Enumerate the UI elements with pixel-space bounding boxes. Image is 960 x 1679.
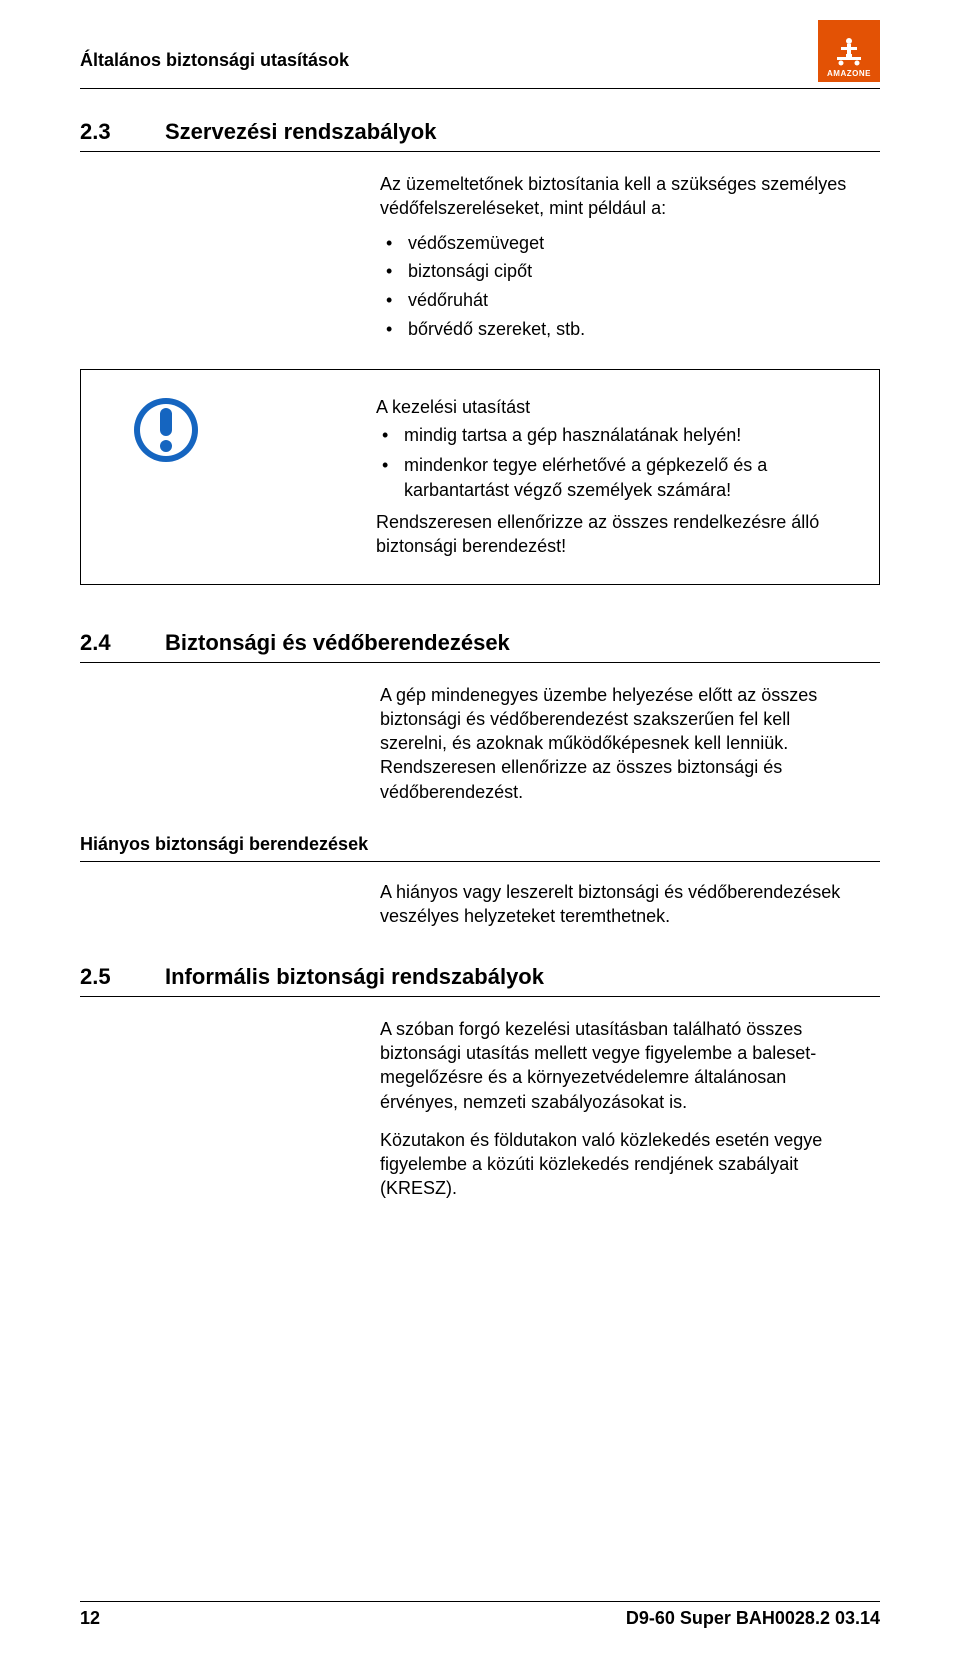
section-2-3-intro: Az üzemeltetőnek biztosítania kell a szü… <box>380 172 860 221</box>
notice-bullets: mindig tartsa a gép használatának helyén… <box>376 423 844 502</box>
logo-text: AMAZONE <box>827 69 871 78</box>
logo-figure-icon <box>833 35 865 67</box>
section-2-3-bullets: védőszemüveget biztonsági cipőt védőruhá… <box>380 229 860 344</box>
section-2-5-para1: A szóban forgó kezelési utasításban talá… <box>380 1017 860 1114</box>
page-header-title: Általános biztonsági utasítások <box>80 50 818 75</box>
page: Általános biztonsági utasítások AMAZONE … <box>0 0 960 1679</box>
section-heading-2-5: 2.5 Informális biztonsági rendszabályok <box>80 964 880 997</box>
header-divider <box>80 88 880 89</box>
section-heading-2-4: 2.4 Biztonsági és védőberendezések <box>80 630 880 663</box>
notice-para: Rendszeresen ellenőrizze az összes rende… <box>376 510 844 559</box>
notice-box: A kezelési utasítást mindig tartsa a gép… <box>80 369 880 585</box>
sub-hianyos-para: A hiányos vagy leszerelt biztonsági és v… <box>380 880 860 929</box>
bullet-item: védőszemüveget <box>380 229 860 258</box>
bullet-item: védőruhát <box>380 286 860 315</box>
section-title: Informális biztonsági rendszabályok <box>165 964 880 990</box>
notice-intro: A kezelési utasítást <box>376 395 844 419</box>
header-row: Általános biztonsági utasítások AMAZONE <box>80 50 880 82</box>
bullet-item: bőrvédő szereket, stb. <box>380 315 860 344</box>
brand-logo: AMAZONE <box>818 20 880 82</box>
section-number: 2.4 <box>80 630 165 656</box>
section-2-3-body: Az üzemeltetőnek biztosítania kell a szü… <box>380 172 860 344</box>
bullet-item: biztonsági cipőt <box>380 257 860 286</box>
section-number: 2.3 <box>80 119 165 145</box>
section-2-4-para: A gép mindenegyes üzembe helyezése előtt… <box>380 683 860 804</box>
notice-content: A kezelési utasítást mindig tartsa a gép… <box>376 395 854 559</box>
section-heading-2-3: 2.3 Szervezési rendszabályok <box>80 119 880 152</box>
page-number: 12 <box>80 1608 100 1629</box>
section-title: Biztonsági és védőberendezések <box>165 630 880 656</box>
bullet-item: mindig tartsa a gép használatának helyén… <box>376 423 844 447</box>
section-title: Szervezési rendszabályok <box>165 119 880 145</box>
doc-id: D9-60 Super BAH0028.2 03.14 <box>626 1608 880 1629</box>
sub-heading-hianyos: Hiányos biztonsági berendezések <box>80 834 880 862</box>
section-2-5-body: A szóban forgó kezelési utasításban talá… <box>380 1017 860 1201</box>
section-2-5-para2: Közutakon és földutakon való közlekedés … <box>380 1128 860 1201</box>
bullet-item: mindenkor tegye elérhetővé a gépkezelő é… <box>376 453 844 502</box>
section-2-4-body: A gép mindenegyes üzembe helyezése előtt… <box>380 683 860 804</box>
page-footer: 12 D9-60 Super BAH0028.2 03.14 <box>80 1601 880 1629</box>
sub-hianyos-body: A hiányos vagy leszerelt biztonsági és v… <box>380 880 860 929</box>
attention-icon <box>131 395 201 465</box>
section-number: 2.5 <box>80 964 165 990</box>
